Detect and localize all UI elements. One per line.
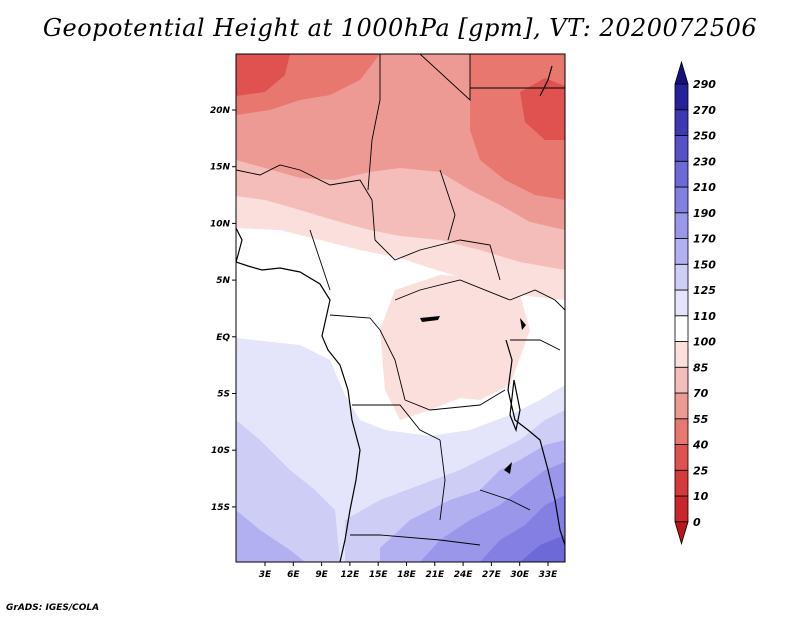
colorbar-label: 170 [693,233,716,246]
colorbar-swatch [674,135,689,162]
lat-label: 10S [211,446,230,456]
coastlines [236,65,565,562]
colorbar-label: 10 [693,490,709,503]
colorbar-label: 55 [693,413,709,426]
colorbar-label: 125 [693,284,716,297]
lon-label: 30E [510,570,530,580]
lon-label: 27E [482,570,502,580]
lat-label: 20N [210,106,231,116]
colorbar-swatch [674,521,689,546]
colorbar-swatch [674,263,689,291]
lon-label: 33E [539,570,559,580]
colorbar-label: 250 [693,130,716,143]
latitude-axis: 20N 15N 10N 5N EQ 5S 10S 15S [210,106,236,513]
colorbar-label: 110 [693,310,716,323]
colorbar-label: 100 [693,336,716,349]
colorbar-swatch [674,418,689,445]
lon-label: 9E [315,570,328,580]
colorbar-label: 190 [693,207,716,220]
colorbar-swatch [674,60,689,85]
lon-label: 3E [259,570,272,580]
colorbar-label: 0 [693,516,701,529]
colorbar-label: 210 [693,181,716,194]
colorbar: 0 10 25 40 55 70 85 100 110 125 150 170 190 210 230 250… [674,60,716,546]
colorbar-label: 230 [693,155,716,168]
lon-label: 6E [287,570,300,580]
colorbar-swatch [674,186,689,214]
colorbar-label: 150 [693,258,716,271]
colorbar-swatch [674,366,689,394]
credit-label: GrADS: IGES/COLA [6,603,100,613]
country-borders [236,54,565,546]
colorbar-label: 70 [693,387,709,400]
colorbar-label: 40 [692,439,709,452]
map-title: Geopotential Height at 1000hPa [gpm], VT… [42,14,758,42]
colorbar-label: 270 [693,104,716,117]
longitude-axis: 3E 6E 9E 12E 15E 18E 21E 24E 27E 30E 33E [259,562,558,580]
lat-label: 5S [217,390,230,400]
lon-label: 18E [397,570,417,580]
lakes [420,316,526,474]
colorbar-label: 25 [693,464,709,477]
colorbar-swatch [674,315,689,342]
plot-frame [235,53,566,563]
colorbar-swatch [674,109,689,136]
colorbar-swatch [674,238,689,265]
lat-label: EQ [216,333,230,343]
lon-label: 15E [369,570,389,580]
lat-label: 15S [211,503,230,513]
height-field [236,54,565,562]
colorbar-swatch [674,289,689,317]
colorbar-swatch [674,392,689,420]
colorbar-swatch [674,83,689,111]
colorbar-swatch [674,469,689,497]
colorbar-swatch [674,341,689,368]
lat-label: 10N [210,219,231,229]
lon-label: 12E [341,570,361,580]
colorbar-swatch [674,160,689,188]
lat-label: 15N [210,163,231,173]
colorbar-swatch [674,212,689,239]
colorbar-swatch [674,495,689,523]
lat-label: 5N [216,276,230,286]
colorbar-label: 290 [693,78,716,91]
lon-label: 21E [425,570,445,580]
colorbar-label: 85 [693,361,709,374]
colorbar-swatch [674,444,689,471]
lon-label: 24E [454,570,474,580]
